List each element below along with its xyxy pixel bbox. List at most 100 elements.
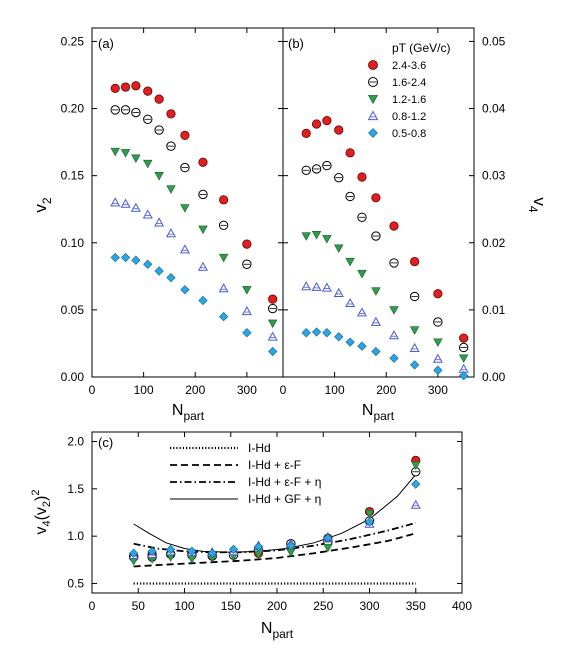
point-0-8-1-2-4-outline (345, 297, 356, 308)
point-2-4-3-6-2 (131, 81, 141, 91)
x-tick-label-400: 400 (452, 599, 472, 613)
point-1-6-2-4-5 (166, 141, 176, 151)
point-2-4-3-6-9 (242, 239, 252, 249)
point-1-2-1-6-5 (166, 185, 176, 194)
point-0-8-1-2-8-outline (218, 283, 229, 293)
point-0-5-0-8-10 (459, 371, 469, 381)
panel-a-ylabel: v2 (31, 197, 54, 213)
point-2-4-3-6-2 (322, 116, 332, 126)
panel-b-xlabel: Npart (362, 402, 395, 423)
panel-c: (c) 0 50 100 150 200 250 300 350 400 0.5 1.0 1.5 2.0… (30, 431, 472, 641)
y-tick-label-3: 2.0 (67, 434, 84, 448)
x-tick-label-200: 200 (376, 383, 396, 397)
point-0-5-0-8-2 (166, 544, 176, 555)
y-tick-label-1: 1.0 (67, 529, 84, 543)
point-0-5-0-8-4 (154, 266, 164, 276)
point-0-5-0-8-3 (334, 332, 344, 342)
point-0-8-1-2-3-outline (142, 209, 153, 219)
point-2-4-3-6-1 (120, 82, 131, 92)
point-2-4-3-6-4 (154, 94, 164, 104)
x-tick-label-350: 350 (406, 599, 426, 613)
point-0-5-0-8-7 (389, 353, 399, 363)
legend-label-1-2-1-6: 1.2-1.6 (392, 94, 426, 106)
point-2-4-3-6-5 (166, 109, 176, 119)
point-0-5-0-8-8 (410, 360, 420, 370)
legend-marker-0-8-1-2-outline (367, 110, 379, 121)
point-0-5-0-8-6 (253, 541, 264, 552)
panel-a-label: (a) (98, 36, 114, 51)
point-1-2-1-6-6 (180, 204, 190, 213)
panel-c-frame (91, 431, 463, 594)
point-1-2-1-6-7 (198, 225, 208, 235)
point-0-8-1-2-3 (142, 209, 153, 219)
point-0-8-1-2-7-outline (388, 330, 400, 340)
x-tick-label-100: 100 (325, 383, 345, 397)
point-1-2-1-6-10 (458, 354, 469, 364)
legend-marker-1-6-2-4 (368, 77, 378, 87)
point-0-8-1-2-1-outline (311, 281, 322, 291)
point-1-2-1-6-7 (389, 306, 399, 315)
panel-a-axes: 0 100 200 300 0.00 0.05 0.10 0.15 0.20 0.25 (61, 28, 283, 397)
legend-label-0-8-1-2: 0.8-1.2 (392, 111, 426, 123)
point-2-4-3-6-4 (345, 148, 355, 158)
point-0-8-1-2-10 (267, 331, 278, 341)
point-0-5-0-8-3 (143, 259, 153, 269)
point-1-2-1-6-4 (345, 257, 355, 267)
point-1-6-2-4-2 (322, 160, 332, 171)
point-0-8-1-2-2 (130, 202, 141, 212)
point-0-8-1-2-3-outline (333, 287, 344, 297)
point-0-5-0-8-0 (129, 548, 139, 558)
legend-label-0-5-0-8: 0.5-0.8 (392, 128, 426, 140)
point-0-5-0-8-8 (323, 533, 333, 543)
point-0-8-1-2-5 (356, 307, 368, 317)
point-0-5-0-8-6 (371, 346, 381, 357)
point-0-8-1-2-0-outline (301, 281, 312, 291)
point-0-5-0-8-1 (147, 546, 157, 556)
point-0-8-1-2-10-outline (267, 331, 278, 341)
point-0-8-1-2-1-outline (120, 198, 131, 208)
point-1-6-2-4-10 (267, 303, 278, 314)
point-2-4-3-6-1 (311, 119, 322, 129)
point-1-6-2-4-10 (458, 342, 469, 353)
x-tick-label-300: 300 (237, 383, 257, 397)
point-1-6-2-4-3 (334, 172, 344, 183)
legend-marker-0-5-0-8 (368, 128, 378, 138)
point-2-4-3-6-7 (198, 157, 208, 167)
point-0-8-1-2-8 (409, 342, 420, 353)
point-2-4-3-6-5 (357, 172, 367, 182)
point-1-6-2-4-0 (301, 165, 311, 175)
panel-a-marks (110, 81, 278, 357)
point-0-8-1-2-1 (120, 198, 131, 208)
panel-c-axes: 0 50 100 150 200 250 300 350 400 0.5 1.0 1.5 2.0 (67, 432, 472, 613)
point-1-6-2-4-9 (242, 259, 252, 269)
point-2-4-3-6-8 (410, 256, 420, 267)
point-0-8-1-2-2-outline (321, 282, 332, 292)
legend-line-label-i-hd: I-Hd (248, 441, 271, 455)
point-0-5-0-8-9 (364, 517, 375, 527)
point-1-6-2-4-1 (120, 105, 131, 115)
x-tick-label-100: 100 (134, 383, 154, 397)
x-tick-label-150: 150 (221, 599, 241, 613)
y-tick-label-2: 1.5 (67, 482, 84, 496)
x-tick-label-0: 0 (280, 383, 287, 397)
y-tick-label-3: 0.03 (482, 169, 506, 183)
point-1-6-2-4-5 (357, 212, 367, 222)
panel-b: (b) 0 100 200 300 0.00 0.01 0.02 0.03 0.04 0.05 v… (280, 27, 549, 423)
point-1-2-1-6-5 (357, 269, 367, 279)
point-0-5-0-8-0 (301, 328, 311, 338)
point-2-4-3-6-3 (334, 125, 344, 135)
point-0-8-1-2-0 (301, 281, 312, 291)
point-1-6-2-4-8 (218, 220, 229, 231)
point-1-2-1-6-9 (242, 286, 252, 295)
x-tick-label-50: 50 (132, 599, 146, 613)
point-1-6-2-4-2 (131, 107, 141, 118)
point-0-8-1-2-7-outline (197, 261, 209, 271)
point-2-4-3-6-6 (180, 130, 190, 140)
point-1-2-1-6-9 (364, 509, 375, 519)
point-1-2-1-6-2 (322, 235, 332, 244)
point-0-8-1-2-2 (321, 282, 332, 292)
x-tick-label-300: 300 (428, 383, 448, 397)
point-0-5-0-8-5 (166, 273, 176, 283)
point-1-2-1-6-10 (411, 461, 421, 470)
